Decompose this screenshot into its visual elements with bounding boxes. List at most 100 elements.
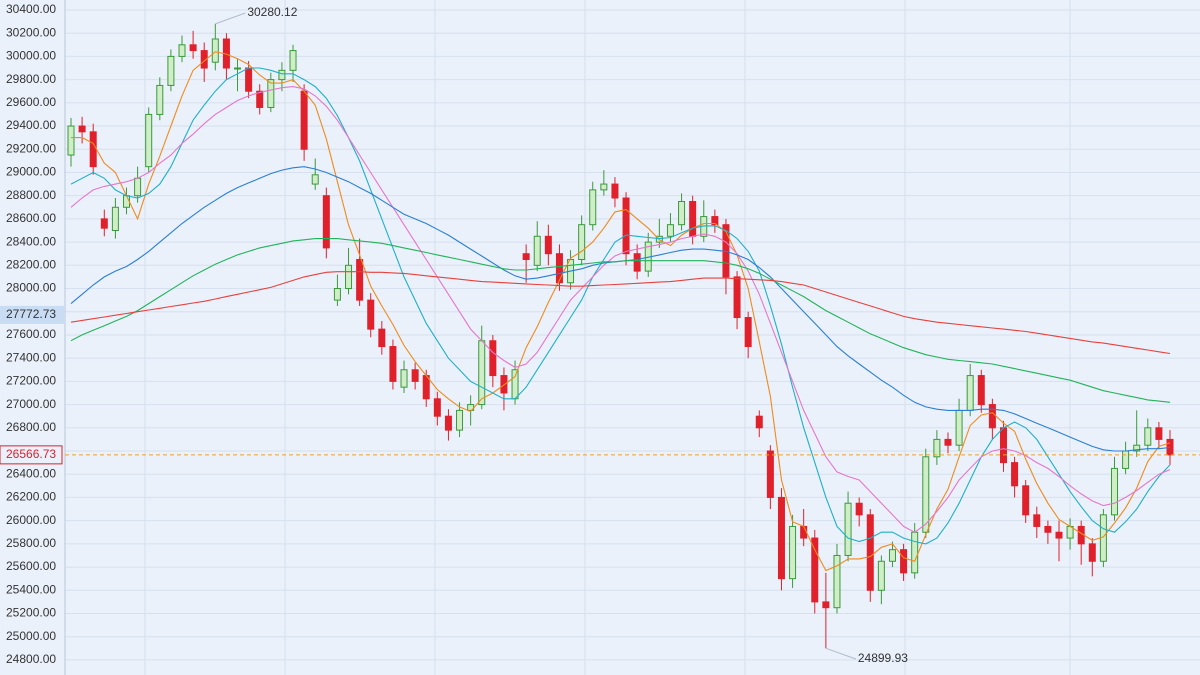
- candle-body: [100, 218, 108, 229]
- y-tick-label: 30400.00: [6, 2, 56, 16]
- candle-body: [78, 125, 86, 133]
- candle-body: [1122, 450, 1130, 469]
- cursor-label-box: [0, 305, 64, 324]
- candle-body: [766, 450, 774, 498]
- candle-body: [456, 409, 464, 431]
- ma-line: [70, 238, 1171, 403]
- y-tick-label: 25400.00: [6, 582, 56, 596]
- annotation-leader: [215, 12, 246, 25]
- candle-body: [789, 525, 797, 580]
- candle-body: [1133, 444, 1141, 452]
- candle-body: [966, 375, 974, 411]
- candle-body: [167, 55, 175, 86]
- candle-body: [1110, 467, 1118, 516]
- y-tick-label: 30000.00: [6, 49, 56, 63]
- candle-body: [922, 456, 930, 533]
- candle-body: [411, 369, 419, 382]
- candle-body: [999, 427, 1007, 464]
- y-tick-label: 29200.00: [6, 141, 56, 155]
- candle-body: [800, 525, 808, 539]
- y-tick-label: 26000.00: [6, 513, 56, 527]
- candle-body: [600, 183, 608, 191]
- y-tick-label: 24800.00: [6, 652, 56, 666]
- candle-body: [178, 44, 186, 57]
- y-tick-label: 26400.00: [6, 466, 56, 480]
- candle-body: [544, 235, 552, 255]
- candle-body: [900, 549, 908, 574]
- candle-body: [611, 183, 619, 199]
- y-tick-label: 27400.00: [6, 350, 56, 364]
- candle-body: [267, 79, 275, 108]
- y-tick-label: 27200.00: [6, 374, 56, 388]
- candle-body: [1144, 427, 1152, 446]
- candle-body: [988, 404, 996, 429]
- candle-body: [866, 514, 874, 591]
- candle-body: [156, 84, 164, 115]
- candle-body: [522, 253, 530, 261]
- candle-body: [400, 369, 408, 388]
- candle-body: [1088, 543, 1096, 562]
- candle-body: [289, 50, 297, 71]
- candle-body: [888, 549, 896, 562]
- candle-body: [356, 259, 364, 301]
- y-tick-label: 30200.00: [6, 25, 56, 39]
- candle-body: [977, 375, 985, 406]
- candle-body: [511, 369, 519, 400]
- candle-body: [755, 415, 763, 429]
- candle-body: [944, 438, 952, 446]
- candle-body: [478, 340, 486, 406]
- candle-body: [134, 177, 142, 197]
- y-tick-label: 29400.00: [6, 118, 56, 132]
- candle-body: [367, 299, 375, 330]
- candle-body: [345, 264, 353, 290]
- candle-body: [733, 276, 741, 319]
- high-annotation: 30280.12: [247, 5, 297, 19]
- y-tick-label: 25000.00: [6, 629, 56, 643]
- candle-body: [844, 502, 852, 556]
- candle-body: [877, 560, 885, 591]
- candle-body: [533, 235, 541, 266]
- candle-body: [689, 200, 697, 237]
- candle-body: [578, 224, 586, 261]
- candle-body: [955, 409, 963, 446]
- candle-body: [633, 253, 641, 272]
- y-tick-label: 29000.00: [6, 165, 56, 179]
- candle-body: [111, 206, 119, 231]
- ma-line: [70, 271, 1171, 355]
- candle-body: [1033, 514, 1041, 527]
- candle-body: [245, 67, 253, 92]
- candle-body: [333, 288, 341, 301]
- candle-body: [855, 502, 863, 516]
- cursor-label: 27772.73: [6, 307, 56, 321]
- y-tick-label: 29600.00: [6, 95, 56, 109]
- candle-body: [433, 398, 441, 417]
- annotation-leader: [825, 647, 857, 660]
- low-annotation: 24899.93: [858, 651, 908, 665]
- ma-line: [70, 86, 1171, 533]
- candle-body: [744, 317, 752, 348]
- y-tick-label: 27000.00: [6, 397, 56, 411]
- price-label-box: [0, 445, 63, 465]
- candle-body: [489, 340, 497, 377]
- candle-body: [300, 90, 308, 150]
- y-tick-label: 28000.00: [6, 281, 56, 295]
- y-tick-label: 25800.00: [6, 536, 56, 550]
- candle-body: [311, 174, 319, 185]
- candle-body: [256, 90, 264, 108]
- y-tick-label: 27600.00: [6, 327, 56, 341]
- candle-body: [777, 496, 785, 580]
- candle-body: [711, 216, 719, 226]
- candle-body: [189, 44, 197, 52]
- candle-body: [389, 346, 397, 382]
- y-tick-label: 25600.00: [6, 559, 56, 573]
- candle-body: [234, 67, 242, 70]
- y-tick-label: 28800.00: [6, 188, 56, 202]
- candle-body: [1022, 485, 1030, 516]
- candle-body: [911, 531, 919, 574]
- candle-body: [322, 195, 330, 249]
- candle-body: [1055, 531, 1063, 539]
- y-tick-label: 28400.00: [6, 234, 56, 248]
- candle-body: [145, 113, 153, 168]
